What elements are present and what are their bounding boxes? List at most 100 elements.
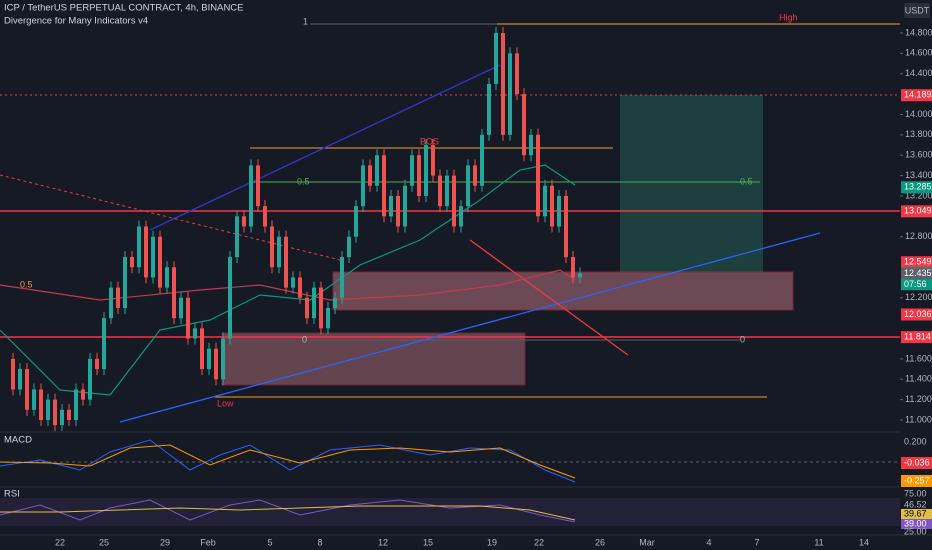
annotation: 1 [303,16,308,26]
red-zone [332,271,794,311]
trend-line [149,64,501,231]
candle [144,226,148,278]
price-tick-label: 12.200 [905,292,932,302]
price-tag [901,308,932,321]
candle [158,236,162,288]
candle [431,145,435,176]
price-tick-label: 11.000 [905,414,932,424]
candle [417,155,421,196]
tag [901,475,932,487]
candle [123,257,127,308]
candle [494,33,498,84]
price-tick-label: 12.800 [905,231,932,241]
candle [564,195,568,258]
date-label: 22 [55,537,65,547]
macd-tick: -0.257 [904,475,930,485]
candle [88,358,92,400]
target-zone [620,95,763,272]
candle [347,236,351,258]
candle [312,287,316,319]
moving-average [0,269,576,301]
price-tick-label: 13.600 [905,150,932,160]
candle [501,33,505,135]
candle [249,165,253,227]
demand-zone [221,332,526,386]
rsi-band [0,498,900,526]
date-label: 29 [160,537,170,547]
candle [340,257,344,298]
candle [515,53,519,95]
moving-average [0,164,576,396]
annotation: 0.5 [20,279,33,289]
indicator-name: Divergence for Many Indicators v4 [4,16,148,27]
candle [214,348,218,380]
candle [424,145,428,196]
candle [46,399,50,420]
candle [522,94,526,156]
price-tag-label: 13.285 [904,182,932,192]
price-tag [901,267,932,280]
trend-line [119,232,821,423]
trend-line [0,174,341,261]
candle [557,195,561,227]
price-tag [901,89,932,102]
price-tag-label: 11.814 [904,331,931,341]
candle [53,399,57,426]
candle [319,287,323,329]
candle [536,134,540,217]
rsi-ma [0,505,576,521]
candle [361,165,365,207]
candle [354,206,358,237]
candle [193,328,197,339]
candle [550,185,554,227]
countdown: 07:56 [904,279,927,289]
pane-label: RSI [4,489,20,500]
price-tag-label: 12.549 [904,257,932,267]
candle [116,287,120,308]
candle [473,165,477,186]
currency-button[interactable] [904,3,930,18]
date-label: 5 [267,537,272,547]
candle [396,195,400,227]
candle [543,185,547,217]
candle [74,389,78,420]
date-label: 19 [487,537,497,547]
price-tag-label: 12.036 [904,309,932,319]
candle [389,195,393,217]
annotation: 0.5 [740,176,753,186]
candle [459,206,463,227]
candle [382,155,386,217]
price-tick-label: 14.000 [905,109,932,119]
tag [901,509,932,519]
candle [172,267,176,319]
candle [508,53,512,135]
candle [109,287,113,319]
candle [221,338,225,380]
candle [571,257,575,278]
candle [410,155,414,186]
candle [326,307,330,329]
annotation: BOS [420,136,439,146]
tag [901,457,932,469]
candle [277,236,281,268]
date-label: 25 [99,537,109,547]
price-tag-label: 12.435 [904,268,932,278]
currency[interactable]: USDT [905,5,930,15]
price-tick-label: 13.400 [905,170,932,180]
annotation: 0.5 [297,176,310,186]
candle [207,348,211,370]
candle [333,297,337,308]
candle [60,409,64,426]
candle [256,165,260,207]
date-label: Mar [639,537,655,547]
candle [67,409,71,420]
pane-label: MACD [4,435,32,446]
rsi-tick: 39.67 [904,508,927,518]
price-tag [901,331,932,344]
candle [480,134,484,186]
countdown-tag [901,279,932,291]
candle [263,206,267,227]
candle [375,155,379,186]
candle [39,389,43,420]
date-label: 4 [706,537,711,547]
